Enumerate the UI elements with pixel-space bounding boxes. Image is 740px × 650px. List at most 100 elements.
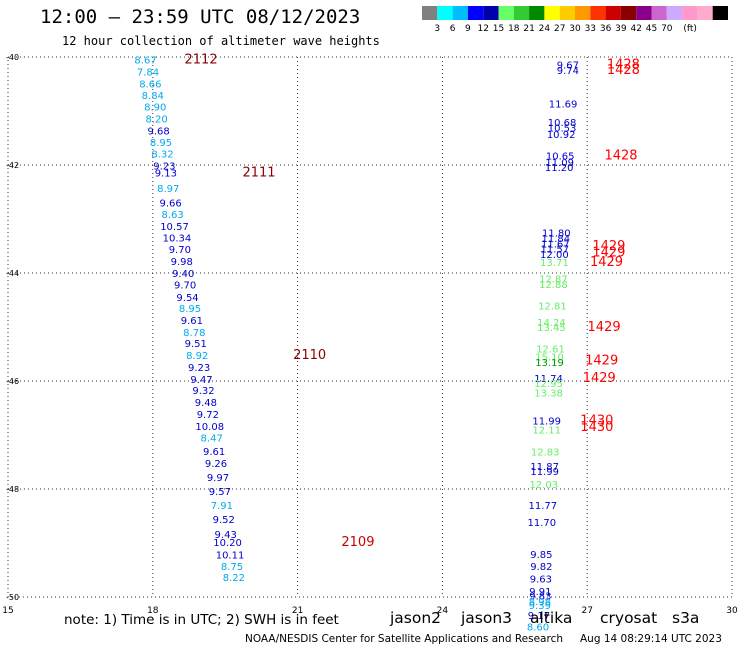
data-point: 8.75 (221, 562, 243, 573)
legend-jason3: jason3 (461, 609, 513, 627)
legend-swatch (513, 6, 530, 20)
legend-label: 45 (646, 24, 657, 34)
legend-label: 36 (600, 24, 612, 34)
data-point: 8.84 (142, 91, 164, 102)
legend-swatch (636, 6, 652, 20)
legend-label: 70 (661, 24, 673, 34)
data-point: 9.17 (528, 611, 550, 622)
data-point: 8.95 (150, 138, 172, 149)
legend-label: 30 (569, 24, 581, 34)
orbit-label: 1430 (580, 420, 613, 435)
legend-swatch (666, 6, 683, 20)
data-point: 10.92 (547, 130, 576, 141)
data-point: 9.67 (557, 61, 579, 72)
data-point: 8.66 (139, 79, 161, 90)
data-point: 8.22 (223, 573, 245, 584)
data-point: 12.83 (531, 448, 560, 459)
data-point: 9.74 (557, 66, 579, 77)
data-point: 14.24 (537, 318, 566, 329)
data-point: 8.63 (161, 210, 183, 221)
orbit-label: 1428 (607, 58, 640, 73)
data-point: 11.87 (530, 462, 559, 473)
legend-swatch (452, 6, 468, 20)
data-point: 9.23 (153, 162, 175, 173)
data-point: 10.65 (546, 151, 575, 162)
data-point: 11.84 (542, 234, 571, 245)
y-tick-label: -40 (6, 53, 19, 62)
data-point: 9.70 (174, 280, 196, 291)
legend-swatch (697, 6, 713, 20)
data-point: 9.40 (172, 269, 194, 280)
chart-title: 12:00 – 23:59 UTC 08/12/2023 (40, 6, 361, 28)
orbit-label: 1430 (580, 413, 613, 428)
data-point: 7.84 (137, 68, 159, 79)
data-point: 12.87 (539, 274, 568, 285)
data-point: 9.61 (181, 316, 203, 327)
legend-s3a: s3a (672, 609, 700, 627)
data-point: 11.09 (545, 158, 574, 169)
legend-swatch (575, 6, 591, 20)
data-point: 7.91 (211, 501, 233, 512)
legend-swatch (559, 6, 575, 20)
orbit-label: 2111 (242, 166, 275, 181)
legend-label: 3 (434, 24, 440, 34)
data-point: 9.72 (197, 410, 219, 421)
legend-jason2: jason2 (390, 609, 442, 627)
data-point: 9.66 (160, 198, 182, 209)
data-point: 9.91 (529, 587, 551, 598)
legend-swatch (605, 6, 621, 20)
legend-swatch (529, 6, 545, 20)
data-point: 9.52 (213, 515, 235, 526)
legend-label: 12 (477, 24, 488, 34)
plot-frame (7, 56, 733, 598)
data-point: 10.20 (213, 538, 242, 549)
data-point: 9.54 (176, 293, 198, 304)
data-point: 9.63 (530, 575, 552, 586)
data-point: 13.71 (540, 258, 569, 269)
data-point: 11.20 (545, 163, 574, 174)
orbit-label: 2110 (293, 348, 326, 363)
data-point: 8.97 (157, 184, 179, 195)
x-tick-label: 21 (292, 606, 303, 616)
legend-label: 18 (508, 24, 520, 34)
orbit-label: 1429 (585, 353, 618, 368)
data-point: 9.98 (171, 257, 193, 268)
data-point: 8.95 (179, 304, 201, 315)
data-point: 9.32 (192, 386, 214, 397)
data-point: 11.67 (541, 239, 570, 250)
data-point: 11.57 (541, 245, 570, 256)
data-point: 9.13 (155, 169, 177, 180)
footer-timestamp: Aug 14 08:29:14 UTC 2023 (580, 633, 722, 645)
y-tick-label: -42 (6, 161, 19, 170)
data-point: 8.67 (134, 56, 156, 67)
data-point: 8.60 (527, 623, 549, 634)
legend-label: 21 (523, 24, 534, 34)
orbit-label: 1429 (592, 239, 625, 254)
legend-swatch (483, 6, 499, 20)
data-point: 8.92 (186, 351, 208, 362)
orbit-label: 2112 (185, 53, 218, 68)
legend-label: 24 (539, 24, 551, 34)
orbit-label: 1428 (607, 63, 640, 78)
legend-swatch (682, 6, 698, 20)
data-point: 9.48 (195, 398, 217, 409)
orbit-label: 1429 (583, 371, 616, 386)
y-tick-label: -44 (6, 269, 19, 278)
data-point: 11.77 (528, 501, 557, 512)
data-point: 12.95 (534, 379, 563, 390)
data-point: 9.70 (169, 245, 191, 256)
legend-swatch (620, 6, 637, 20)
data-point: 11.80 (542, 229, 571, 240)
data-point: 12.00 (540, 250, 569, 261)
data-point: 9.61 (203, 447, 225, 458)
data-point: 11.99 (530, 467, 559, 478)
legend-label: 6 (450, 24, 456, 34)
chart-subtitle: 12 hour collection of altimeter wave hei… (62, 34, 380, 48)
data-point: 10.68 (548, 118, 577, 129)
data-point: 12.81 (538, 301, 567, 312)
x-tick-label: 30 (726, 606, 738, 616)
data-point: 12.11 (532, 426, 561, 437)
data-point: 10.08 (195, 422, 224, 433)
data-point: 9.57 (209, 487, 231, 498)
legend-cryosat: cryosat (600, 609, 658, 627)
